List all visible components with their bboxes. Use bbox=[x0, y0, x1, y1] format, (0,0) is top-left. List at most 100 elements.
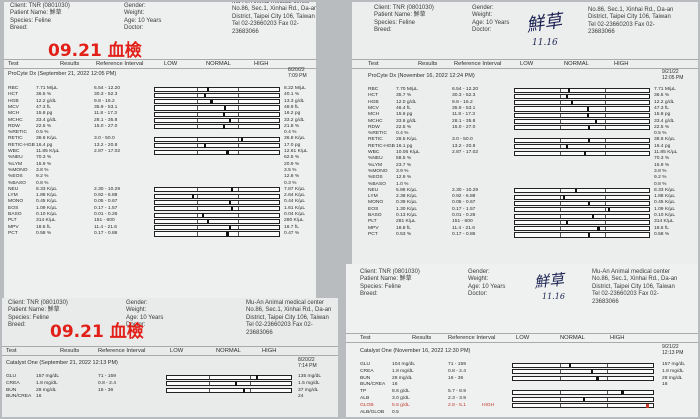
normal-range bbox=[208, 389, 252, 393]
normal-range bbox=[559, 220, 607, 224]
previous-value: 37 mg/dL bbox=[298, 387, 319, 393]
range-bar bbox=[154, 218, 280, 224]
result-row: HCT 35.7 % 30.3 - 52.3 36.5 % bbox=[352, 93, 698, 99]
result-row: RETIC-HGB 16.1 pg 13.2 - 20.8 16.4 pg bbox=[352, 144, 698, 150]
table-header: Test Results Reference Interval LOW NORM… bbox=[2, 346, 338, 356]
col-ref: Reference Interval bbox=[96, 61, 144, 67]
test-name: PCT bbox=[368, 231, 378, 237]
test-name: RETIC-HGB bbox=[8, 142, 35, 148]
test-name: %NEU bbox=[368, 156, 383, 162]
reference-interval: 0.8 - 2.4 bbox=[98, 380, 116, 386]
test-name: %MONO bbox=[8, 167, 28, 173]
result-marker bbox=[223, 106, 227, 110]
patient-info: Client: TNR (0801030) Patient Name: 鮮草 S… bbox=[374, 5, 434, 35]
result-value: 47.3 fL bbox=[36, 104, 51, 110]
patient-name: Patient Name: 鮮草 bbox=[374, 12, 426, 19]
result-marker bbox=[588, 126, 591, 130]
result-row: %RETIC 0.4 % 0.5 % bbox=[352, 131, 698, 137]
previous-value: 7.87 K/µL bbox=[284, 186, 306, 192]
normal-range bbox=[559, 151, 607, 155]
normal-range bbox=[196, 106, 240, 110]
reference-interval: 0.17 - 1.57 bbox=[452, 206, 476, 212]
previous-value: 135 mg/dL bbox=[298, 374, 322, 379]
previous-value: 314 K/µL bbox=[654, 219, 674, 225]
test-name: BUN/CREA bbox=[360, 382, 386, 388]
test-name: EOS bbox=[368, 206, 379, 212]
test-name: BASO bbox=[8, 212, 22, 217]
result-marker bbox=[594, 119, 597, 124]
reference-interval: 2.8 - 5.1 bbox=[448, 402, 466, 408]
col-ref: Reference Interval bbox=[98, 348, 146, 354]
range-bar bbox=[154, 124, 280, 130]
test-name: %NEU bbox=[8, 155, 23, 161]
range-bar bbox=[166, 374, 292, 380]
result-marker bbox=[228, 118, 231, 123]
normal-range bbox=[196, 213, 240, 217]
handwritten-name: 鮮草 bbox=[524, 10, 564, 37]
normal-range bbox=[559, 233, 607, 237]
reference-interval: 35.9 - 53.1 bbox=[452, 105, 476, 111]
previous-value: 47.3 fL bbox=[654, 105, 669, 111]
col-test: Test bbox=[8, 61, 19, 67]
range-bar bbox=[154, 187, 280, 193]
clinic-address-2: District, Taipei City 106, Taiwan bbox=[246, 314, 329, 321]
result-value: 8.33 K/µL bbox=[36, 186, 58, 192]
range-bar bbox=[512, 369, 654, 375]
result-row: MCH 15.8 pg 11.8 - 17.3 16.2 pg bbox=[4, 111, 316, 117]
normal-range bbox=[196, 119, 240, 123]
normal-range bbox=[196, 194, 240, 198]
previous-value: 20.9 % bbox=[284, 161, 300, 167]
clinic-fax: 23683066 bbox=[592, 298, 619, 305]
previous-value: 33.4 g/dL bbox=[654, 118, 675, 124]
result-row: RETIC-HGB 16.4 pg 13.2 - 20.8 17.0 pg bbox=[4, 143, 316, 149]
clinic-info: Mu-An Animal medical center No.86, Sec.1… bbox=[232, 2, 316, 36]
range-bar bbox=[154, 118, 280, 124]
previous-value: 16.7 fL bbox=[284, 224, 299, 230]
normal-range bbox=[559, 363, 609, 367]
range-bar bbox=[154, 199, 280, 206]
test-title: Catalyst One (September 21, 2022 12:13 P… bbox=[6, 360, 118, 366]
age-label: Age: 10 Years bbox=[472, 19, 510, 26]
test-name: ALB bbox=[360, 396, 370, 401]
range-bar bbox=[514, 137, 650, 144]
col-normal: NORMAL bbox=[564, 61, 589, 67]
normal-range bbox=[559, 377, 609, 381]
range-bar bbox=[512, 403, 654, 409]
handwritten-date: 11.16 bbox=[532, 38, 558, 48]
patient-info-2: Gender: Weight: Age: 10 Years Doctor: bbox=[468, 269, 505, 299]
reference-interval: 28.1 - 35.8 bbox=[94, 117, 118, 123]
age-label: Age: 10 Years bbox=[124, 17, 162, 24]
reference-interval: 13.2 - 20.8 bbox=[452, 143, 476, 149]
col-low: LOW bbox=[516, 335, 530, 341]
result-value: 0.4 % bbox=[396, 131, 409, 137]
range-bar bbox=[514, 226, 650, 232]
result-marker bbox=[222, 112, 225, 117]
result-row: EOS 1.30 K/µL 0.17 - 1.57 1.09 K/µL bbox=[352, 207, 698, 213]
previous-value: 38.6 K/µL bbox=[654, 137, 676, 143]
patient-info-2: Gender: Weight: Age: 10 Years Doctor: bbox=[472, 5, 509, 35]
result-marker bbox=[590, 370, 594, 374]
result-value: 0.5 bbox=[392, 409, 399, 415]
normal-range bbox=[559, 214, 607, 218]
table-header: Test Results Reference Interval LOW NORM… bbox=[352, 59, 698, 69]
result-value: 33.4 g/dL bbox=[36, 117, 57, 123]
result-marker bbox=[231, 188, 234, 192]
result-value: 0.53 % bbox=[396, 231, 412, 237]
col-normal: NORMAL bbox=[206, 61, 231, 67]
result-marker bbox=[621, 390, 624, 395]
range-bar bbox=[512, 396, 654, 402]
range-bar bbox=[154, 181, 280, 186]
report-cbc-sep21: Client: TNR (0801030) Patient Name: 鮮草 S… bbox=[4, 2, 316, 300]
result-value: 3.0 g/dL bbox=[392, 396, 410, 401]
result-marker bbox=[231, 206, 234, 211]
normal-range bbox=[196, 219, 240, 223]
test-name: BASO bbox=[368, 213, 382, 218]
normal-range bbox=[559, 145, 607, 149]
test-name: %BASO bbox=[368, 181, 386, 187]
client-label: Client: TNR (0801030) bbox=[360, 269, 420, 275]
result-row: MCV 47.3 fL 35.9 - 53.1 48.9 fL bbox=[4, 105, 316, 111]
reference-interval: 0.17 - 1.57 bbox=[94, 205, 118, 211]
species-label: Species: Feline bbox=[10, 17, 52, 24]
reference-interval: 0.01 - 0.26 bbox=[452, 213, 476, 218]
previous-value: 12.2 g/dL bbox=[654, 99, 675, 105]
